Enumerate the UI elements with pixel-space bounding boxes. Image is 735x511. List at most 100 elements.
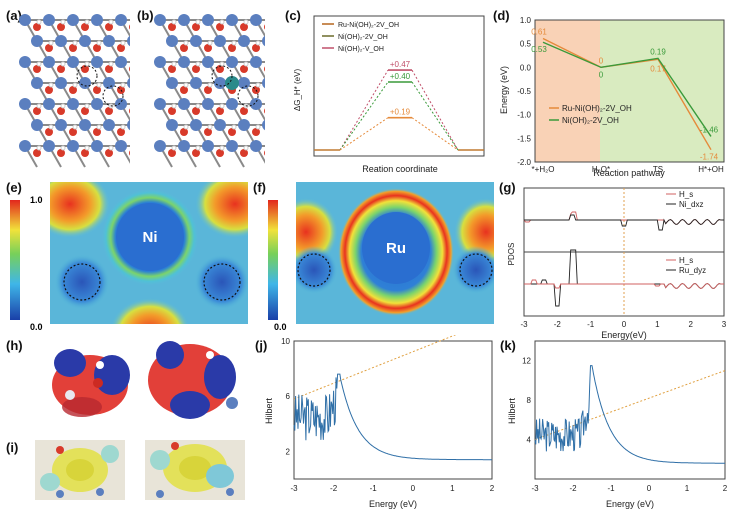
atom-metal [115,98,127,110]
chart-j-xtick: 0 [411,484,416,493]
chart-k-hilbert-trace [534,365,725,464]
atom-hydrogen [195,103,201,109]
chart-k-xtick: -2 [569,484,577,493]
chart-g-xtick: -3 [520,320,528,329]
chart-j-xtick: 2 [490,484,495,493]
chart-j-ticks: -3 -2 -1 0 1 2 10 6 2 [281,337,495,493]
atom-oxygen [216,23,224,31]
atom-metal [67,14,79,26]
chart-c-legend-label: Ni(OH)₂-V_OH [338,46,384,53]
atom-metal [19,98,31,110]
chart-j-xlabel: Energy (eV) [369,499,417,509]
atom-metal [238,119,250,131]
atom-oxygen [168,65,176,73]
chart-g-xtick: 3 [722,320,727,329]
atom-hydrogen [207,124,213,130]
chart-d-data-label: 0.17 [650,64,666,73]
atom-metal [115,14,127,26]
atom-oxygen [33,23,41,31]
atom-oxygen [192,149,200,157]
atom-metal [214,77,226,89]
atom-oxygen [204,128,212,136]
atom-hydrogen [243,145,249,151]
atom-metal [178,140,190,152]
atom-oxygen [117,128,125,136]
atom-metal [178,56,190,68]
atom-metal [31,35,43,47]
atom-metal [43,14,55,26]
colorbar-f [268,200,278,320]
chart-c-connector [339,81,389,151]
chart-g-pdos-trace [524,279,724,290]
atom-oxygen [69,128,77,136]
chart-j-xtick: 1 [450,484,455,493]
atom-oxygen [180,44,188,52]
atom-metal [55,77,67,89]
atom-metal [91,140,103,152]
chart-d-xtick: H₂O* [592,165,610,174]
atom-metal [154,98,166,110]
chart-c-xlabel: Reation coordinate [362,164,438,174]
atom-metal [202,140,214,152]
atom-oxygen [180,86,188,94]
atom-hydrogen [207,82,213,88]
charge-density-i [35,440,245,500]
atom-oxygen [93,128,101,136]
chart-j-ylabel: Hilbert [264,398,274,425]
atom-hydrogen [183,124,189,130]
chart-c-data-label: +0.47 [390,60,411,69]
atom-oxygen [264,150,265,156]
atom-oxygen [228,44,236,52]
atom-hydrogen [231,40,237,46]
atom-oxygen [180,128,188,136]
chart-k-xlabel: Energy (eV) [606,499,654,509]
atom-oxygen [264,108,265,114]
chart-g-xlabel: Energy(eV) [601,330,647,340]
atom-oxygen [93,44,101,52]
atom-oxygen [129,150,130,156]
chart-d-bg-orange [535,20,600,162]
chart-g-legend-label: Ru_dyz [679,266,706,275]
panel-label-f: (f) [253,180,266,195]
atom-hydrogen [183,40,189,46]
charge-left [35,440,125,500]
atom-metal [166,119,178,131]
atom-oxygen [204,44,212,52]
atom-oxygen [105,23,113,31]
chart-j-xtick: -2 [330,484,338,493]
atom-hydrogen [120,124,126,130]
atom-oxygen [129,66,130,72]
elf-map-e: Ni [50,182,248,324]
atom-metal [154,14,166,26]
atom-hydrogen [207,40,213,46]
atom-oxygen [168,107,176,115]
chart-j-xtick: -3 [290,484,298,493]
elf-map-e-atom-label: Ni [143,229,158,246]
atom-hydrogen [219,103,225,109]
chart-g-ylabel: PDOS [507,243,516,266]
chart-d-xtick: *+H₂O [532,165,555,174]
chart-j-ytick: 2 [286,447,291,456]
atom-oxygen [81,23,89,31]
atom-metal [154,56,166,68]
chart-c-frame [313,15,485,157]
atom-hydrogen [84,61,90,67]
atom-oxygen [105,149,113,157]
chart-c-connector [339,117,389,151]
atom-metal [103,119,115,131]
atom-metal [238,77,250,89]
atom-hydrogen [60,19,66,25]
chart-c-lines: +0.47 +0.40 +0.19 [314,60,484,151]
atom-oxygen [252,128,260,136]
chart-c-data-label: +0.40 [390,72,411,81]
atom-metal [19,56,31,68]
atom-hydrogen [84,145,90,151]
colorbar-e-max: 1.0 [30,195,43,205]
atom-metal [202,98,214,110]
atom-hydrogen [108,61,114,67]
chart-d-xlabel: Reaction pathway [593,168,665,178]
atom-oxygen [57,23,65,31]
atom-hydrogen [96,124,102,130]
chart-d-data-label: -1.46 [700,125,719,134]
